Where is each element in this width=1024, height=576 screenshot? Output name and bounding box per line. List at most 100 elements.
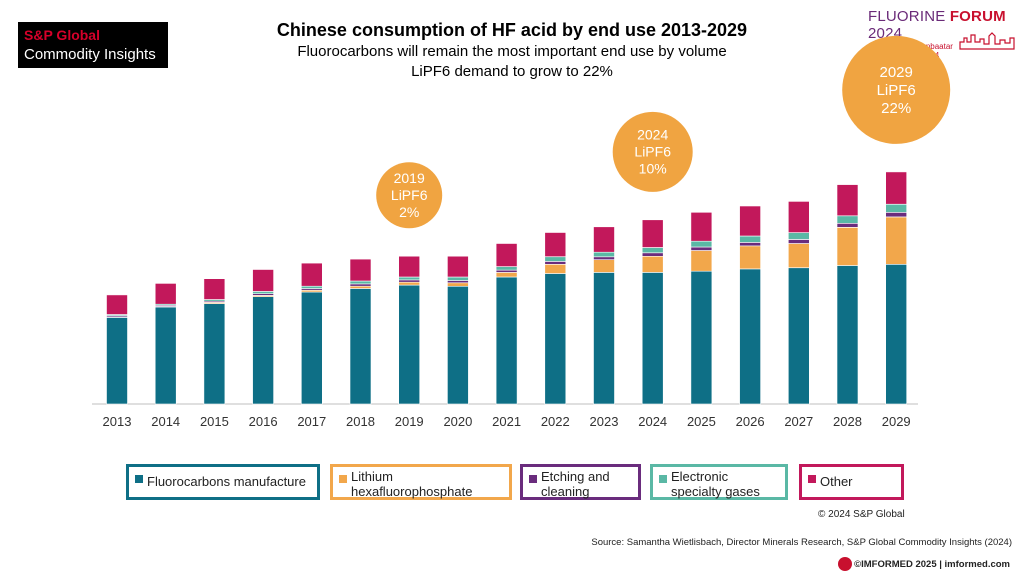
legend-swatch-3 [659,475,667,483]
bar-segment-fluorocarbons-manufacture-2027 [787,267,810,405]
bar-segment-electronic-specialty-gases-2024 [641,247,664,254]
bar-segment-electronic-specialty-gases-2025 [690,240,713,248]
legend-label-3: Electronic specialty gases [671,469,760,499]
bar-segment-fluorocarbons-manufacture-2024 [641,272,664,405]
skyline-icon [959,32,1015,50]
legend-item-3: Electronic specialty gases [650,464,788,500]
source-text: Source: Samantha Wietlisbach, Director M… [591,537,1012,548]
bar-segment-fluorocarbons-manufacture-2029 [885,263,908,405]
chart-subtitle-1: Fluorocarbons will remain the most impor… [297,43,727,60]
bar-segment-fluorocarbons-manufacture-2022 [544,273,567,405]
x-tick-label-2017: 2017 [297,414,326,429]
bar-segment-lithium-hexafluorophosphate-2018 [349,285,372,289]
bar-segment-etching-and-cleaning-2027 [787,239,810,244]
bar-segment-electronic-specialty-gases-2020 [447,276,469,281]
bar-segment-electronic-specialty-gases-2021 [495,266,518,271]
bar-segment-etching-and-cleaning-2022 [544,261,567,265]
x-tick-label-2023: 2023 [590,414,619,429]
bar-segment-lithium-hexafluorophosphate-2025 [690,250,713,272]
sp-global-logo: S&P Global Commodity Insights [18,22,168,68]
bar-segment-etching-and-cleaning-2024 [641,252,664,257]
bar-segment-electronic-specialty-gases-2029 [885,204,908,213]
annotation-text-2019-2: 2% [399,204,419,220]
forum-name-part1: FLUORINE [868,8,950,25]
bar-segment-lithium-hexafluorophosphate-2026 [739,245,761,270]
bar-segment-electronic-specialty-gases-2028 [836,215,859,224]
legend-swatch-0 [135,475,143,483]
bar-segment-fluorocarbons-manufacture-2026 [739,268,761,405]
bar-segment-other-2026 [739,205,761,237]
chart-subtitle-2: LiPF6 demand to grow to 22% [411,63,613,80]
bar-segment-etching-and-cleaning-2029 [885,212,908,218]
legend-swatch-1 [339,475,347,483]
bar-segment-etching-and-cleaning-2020 [447,280,469,284]
forum-name: FLUORINE FORUM 2024 [868,8,1018,42]
bar-segment-other-2019 [398,255,421,278]
bar-segment-lithium-hexafluorophosphate-2017 [300,289,323,293]
legend-item-1: Lithium hexafluorophosphate [330,464,512,500]
bar-segment-electronic-specialty-gases-2022 [544,256,567,262]
x-tick-label-2025: 2025 [687,414,716,429]
bar-segment-other-2025 [690,212,713,242]
bar-segment-fluorocarbons-manufacture-2021 [495,276,518,405]
bar-segment-fluorocarbons-manufacture-2014 [154,306,177,405]
bar-segment-etching-and-cleaning-2019 [398,279,421,283]
bar-segment-lithium-hexafluorophosphate-2024 [641,255,664,273]
bar-segment-fluorocarbons-manufacture-2018 [349,288,372,405]
bar-segment-other-2018 [349,258,372,282]
annotation-text-2029-2: 22% [881,100,911,117]
bar-segment-lithium-hexafluorophosphate-2020 [447,282,469,287]
bar-segment-lithium-hexafluorophosphate-2029 [885,216,908,265]
legend-swatch-2 [529,475,537,483]
x-tick-label-2022: 2022 [541,414,570,429]
annotation-circle-2024 [612,111,693,192]
logo-line2: Commodity Insights [24,46,156,63]
bar-segment-other-2027 [787,201,810,233]
x-tick-label-2016: 2016 [249,414,278,429]
x-tick-label-2024: 2024 [638,414,667,429]
annotation-text-2019-1: LiPF6 [391,187,428,203]
bar-segment-other-2015 [203,278,226,300]
bar-segment-lithium-hexafluorophosphate-2021 [495,272,518,278]
imformed-credit: ©IMFORMED 2025 | imformed.com [854,559,1010,570]
bar-segment-electronic-specialty-gases-2016 [252,291,274,294]
bar-segment-other-2023 [593,226,615,253]
legend-label-2: Etching and cleaning [541,469,610,499]
annotation-text-2019-0: 2019 [394,170,425,186]
bar-segment-etching-and-cleaning-2023 [593,256,615,260]
x-tick-label-2027: 2027 [784,414,813,429]
legend-item-4: Other [799,464,904,500]
bar-segment-electronic-specialty-gases-2017 [300,285,323,289]
bar-segment-etching-and-cleaning-2028 [836,223,859,228]
annotation-text-2029-1: LiPF6 [877,82,916,99]
bar-segment-other-2016 [252,269,274,292]
annotation-circle-2019 [376,162,443,229]
bar-segment-electronic-specialty-gases-2026 [739,235,761,243]
x-tick-label-2015: 2015 [200,414,229,429]
bar-segment-fluorocarbons-manufacture-2013 [106,317,128,405]
x-tick-label-2021: 2021 [492,414,521,429]
annotation-text-2024-1: LiPF6 [634,144,671,160]
bar-segment-etching-and-cleaning-2021 [495,269,518,273]
legend-label-1: Lithium hexafluorophosphate [351,469,473,499]
bar-segment-electronic-specialty-gases-2019 [398,276,421,281]
annotation-text-2024-2: 10% [639,161,667,177]
bar-segment-lithium-hexafluorophosphate-2022 [544,263,567,274]
x-tick-label-2013: 2013 [103,414,132,429]
bar-segment-etching-and-cleaning-2026 [739,242,761,247]
bar-segment-other-2021 [495,243,518,267]
annotation-text-2024-0: 2024 [637,127,668,143]
bar-segment-fluorocarbons-manufacture-2023 [593,272,615,405]
chart-title: Chinese consumption of HF acid by end us… [276,20,748,40]
legend-label-4: Other [820,474,853,489]
bar-segment-fluorocarbons-manufacture-2019 [398,284,421,405]
bar-segment-other-2020 [447,255,469,278]
bar-segment-fluorocarbons-manufacture-2017 [300,291,323,405]
bar-segment-electronic-specialty-gases-2018 [349,280,372,285]
bar-segment-fluorocarbons-manufacture-2028 [836,265,859,405]
bar-segment-fluorocarbons-manufacture-2025 [690,270,713,405]
